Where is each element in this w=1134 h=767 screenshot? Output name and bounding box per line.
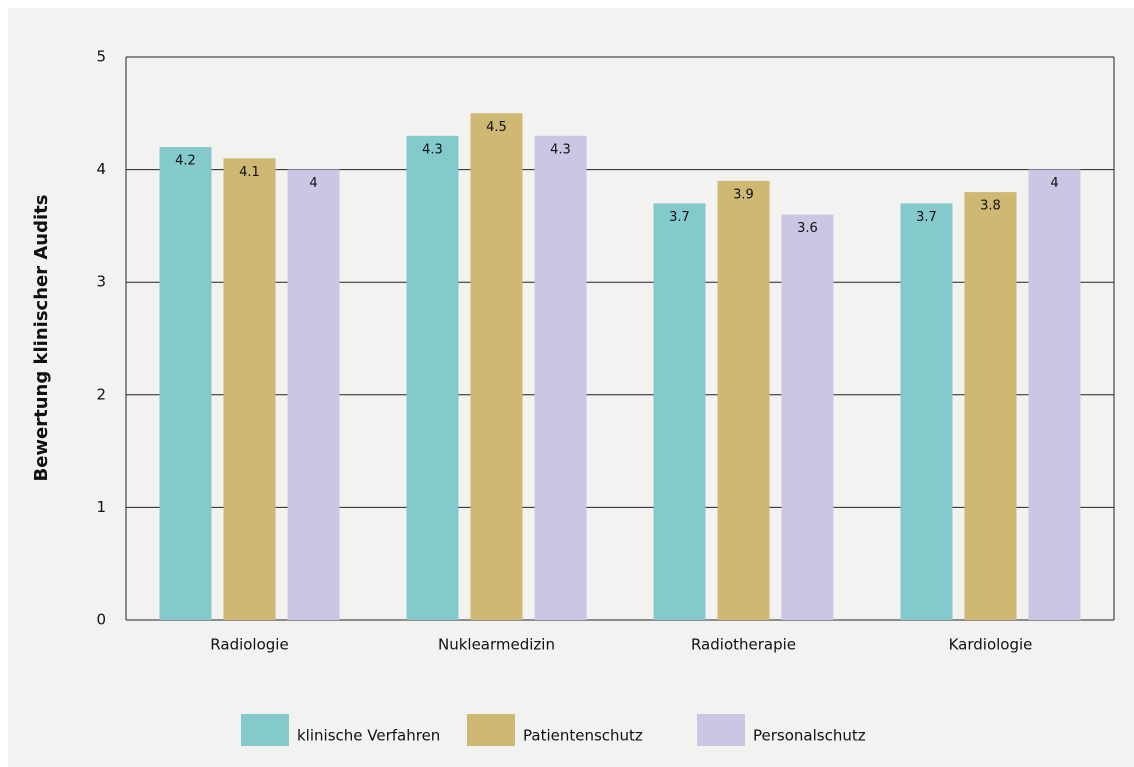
bar bbox=[159, 147, 212, 620]
bar bbox=[223, 158, 276, 620]
legend-label: klinische Verfahren bbox=[297, 727, 440, 745]
bar bbox=[964, 192, 1017, 620]
y-tick-label: 2 bbox=[96, 385, 106, 403]
value-label: 4.1 bbox=[239, 165, 260, 180]
bar bbox=[653, 203, 706, 620]
x-tick-label: Nuklearmedizin bbox=[438, 636, 555, 654]
y-tick-label: 3 bbox=[96, 273, 106, 291]
value-label: 3.7 bbox=[916, 210, 937, 225]
legend-swatch bbox=[241, 714, 289, 746]
value-label: 4.5 bbox=[486, 120, 507, 135]
value-label: 3.9 bbox=[733, 187, 754, 202]
y-axis-title: Bewertung klinischer Audits bbox=[31, 195, 52, 482]
bar bbox=[406, 135, 459, 620]
bar bbox=[717, 180, 770, 621]
bar bbox=[781, 214, 834, 620]
y-tick-label: 5 bbox=[96, 48, 106, 66]
value-label: 4.3 bbox=[422, 142, 443, 157]
bar bbox=[470, 113, 523, 621]
x-tick-label: Radiotherapie bbox=[691, 636, 796, 654]
value-label: 4.3 bbox=[550, 142, 571, 157]
value-label: 3.6 bbox=[797, 221, 818, 236]
legend-swatch bbox=[467, 714, 515, 746]
y-tick-label: 1 bbox=[96, 498, 106, 516]
x-tick-label: Kardiologie bbox=[949, 636, 1033, 654]
bar bbox=[287, 169, 340, 620]
x-tick-label: Radiologie bbox=[210, 636, 288, 654]
y-tick-label: 4 bbox=[96, 160, 106, 178]
bar bbox=[900, 203, 953, 620]
value-label: 3.7 bbox=[669, 210, 690, 225]
value-label: 3.8 bbox=[980, 199, 1001, 214]
value-label: 4 bbox=[1050, 176, 1058, 191]
legend-swatch bbox=[697, 714, 745, 746]
value-label: 4 bbox=[309, 176, 317, 191]
y-tick-label: 0 bbox=[96, 611, 106, 629]
legend-label: Personalschutz bbox=[753, 727, 866, 745]
value-label: 4.2 bbox=[175, 154, 196, 169]
bar bbox=[1028, 169, 1081, 620]
legend-label: Patientenschutz bbox=[523, 727, 643, 745]
bar bbox=[534, 135, 587, 620]
